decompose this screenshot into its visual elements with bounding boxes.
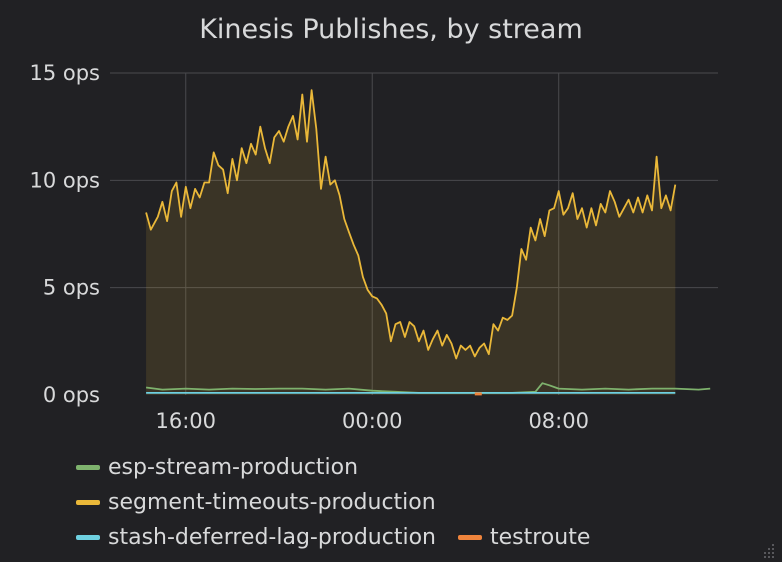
y-tick-label: 10 ops [29,168,100,192]
resize-dot [768,556,770,558]
area-fills [146,90,676,395]
resize-dot [764,556,766,558]
x-tick-label: 08:00 [528,409,589,433]
x-axis: 16:00 00:00 08:00 [155,409,588,433]
legend-item-stash-deferred-lag-production[interactable]: stash-deferred-lag-production [76,525,436,550]
resize-dot [772,552,774,554]
chart: 15 ops 10 ops 5 ops 0 ops 16:00 00:00 08:00 [29,61,718,433]
series-lines[interactable] [145,89,711,396]
resize-dot [772,556,774,558]
series-area-segment-timeouts-production [146,90,676,395]
legend-swatch [76,535,100,540]
y-tick-label: 0 ops [43,383,100,407]
y-tick-label: 5 ops [43,276,100,300]
legend-row: stash-deferred-lag-production testroute [76,520,766,555]
legend-label: esp-stream-production [108,455,359,480]
resize-handle-icon[interactable] [762,544,776,558]
x-tick-label: 00:00 [342,409,403,433]
series-line-segment-timeouts-production[interactable] [145,89,677,360]
resize-dot [772,544,774,546]
resize-dot [768,548,770,550]
legend-item-testroute[interactable]: testroute [457,525,591,550]
legend: esp-stream-production segment-timeouts-pr… [76,450,766,555]
x-tick-label: 16:00 [155,409,216,433]
resize-dot [772,548,774,550]
legend-label: stash-deferred-lag-production [108,525,436,550]
resize-dot [764,552,766,554]
legend-row: segment-timeouts-production [76,485,766,520]
legend-swatch [76,465,100,470]
legend-label: testroute [489,525,591,550]
legend-item-segment-timeouts-production[interactable]: segment-timeouts-production [76,490,436,515]
panel-title[interactable]: Kinesis Publishes, by stream [199,14,583,45]
legend-label: segment-timeouts-production [108,490,436,515]
legend-swatch [76,500,100,505]
y-tick-label: 15 ops [29,61,100,85]
legend-row: esp-stream-production [76,450,766,485]
legend-swatch [457,535,482,540]
legend-item-esp-stream-production[interactable]: esp-stream-production [76,455,358,480]
grid [110,72,718,395]
resize-dot [768,552,770,554]
y-axis: 15 ops 10 ops 5 ops 0 ops [29,61,100,407]
